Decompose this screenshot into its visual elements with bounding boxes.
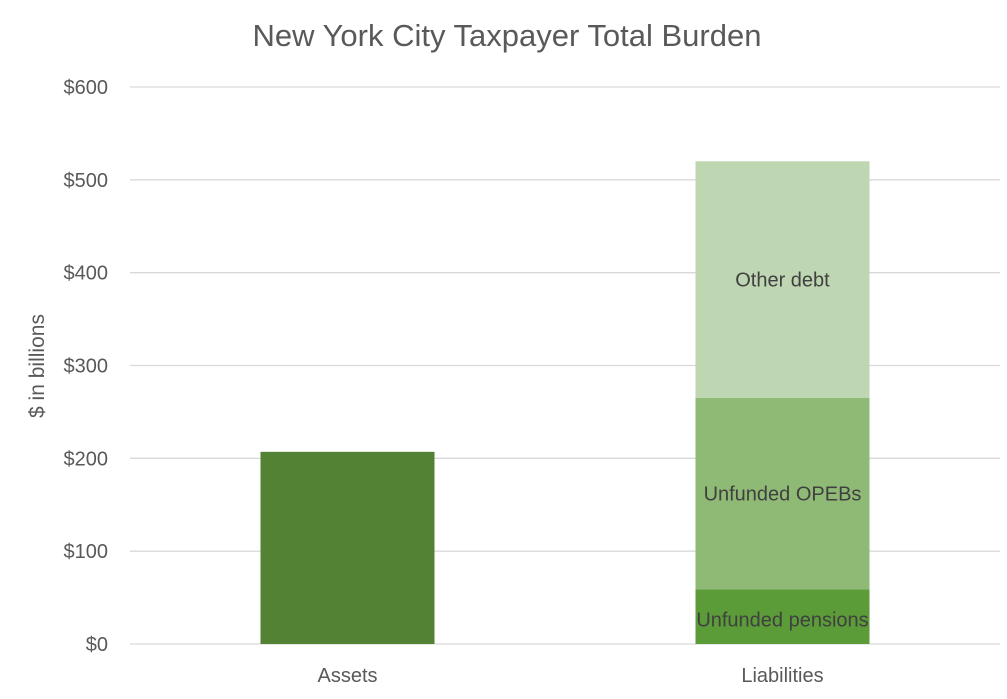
x-tick-label: Assets [317,665,377,687]
bar-segment-other-debt [695,161,870,398]
y-tick-label: $100 [64,541,109,563]
chart-title: New York City Taxpayer Total Burden [253,18,762,53]
bar-segment-assets [260,451,435,644]
bar-assets [260,451,435,644]
y-tick-label: $300 [64,356,109,378]
bar-segment-unfunded-pensions [695,589,870,644]
bars: Unfunded pensions Unfunded OPEBs Other deb… [260,161,870,644]
y-tick-label: $600 [64,77,109,99]
y-tick-label: $400 [64,263,109,285]
bar-segment-unfunded-opebs [695,397,870,590]
y-axis-ticks: $0 $100 $200 $300 $400 $500 $600 [64,77,109,656]
segment-label: Other debt [735,270,830,292]
segment-label: Unfunded pensions [696,610,868,632]
x-axis-ticks: Assets Liabilities [317,665,823,687]
y-axis-label: $ in billions [26,314,49,418]
x-tick-label: Liabilities [741,665,823,687]
bar-liabilities: Unfunded pensions Unfunded OPEBs Other deb… [695,161,870,644]
segment-label: Unfunded OPEBs [704,484,862,506]
y-tick-label: $200 [64,448,109,470]
y-tick-label: $500 [64,170,109,192]
y-tick-label: $0 [86,634,108,656]
